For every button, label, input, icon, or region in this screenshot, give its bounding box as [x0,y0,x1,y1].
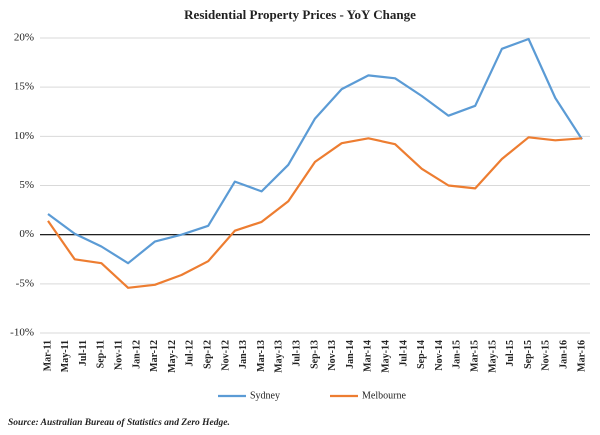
y-tick-label: 20% [14,32,34,44]
x-tick-label: Jul-12 [185,340,196,367]
legend-label: Sydney [250,390,280,401]
x-tick-label: Nov-11 [113,340,124,370]
x-tick-label: Mar-16 [576,340,587,372]
x-tick-label: Mar-15 [469,340,480,372]
legend-label: Melbourne [362,390,406,401]
x-tick-label: Sep-12 [202,340,213,369]
x-tick-label: Jan-14 [345,340,356,369]
source-note: Source: Australian Bureau of Statistics … [8,418,230,428]
x-tick-label: Jul-14 [398,340,409,367]
x-tick-label: Mar-13 [256,340,267,372]
x-tick-label: May-15 [487,340,498,373]
x-tick-label: Jan-15 [452,340,463,369]
y-tick-label: 10% [14,130,34,142]
x-tick-label: Jul-13 [291,340,302,367]
x-tick-label: Jan-16 [558,340,569,369]
y-tick-label: -10% [10,327,34,339]
chart-title: Residential Property Prices - YoY Change [184,7,416,22]
series-line [47,37,583,265]
x-tick-label: Jan-12 [131,340,142,369]
x-tick-label: May-14 [380,340,391,373]
x-tick-label: Nov-12 [220,340,231,371]
y-tick-label: 0% [19,228,34,240]
x-tick-label: Sep-13 [309,340,320,369]
x-tick-label: May-12 [167,340,178,373]
x-tick-label: Sep-11 [96,340,107,368]
x-tick-label: Jan-13 [238,340,249,369]
y-tick-label: 15% [14,81,34,93]
x-tick-label: Mar-12 [149,340,160,372]
x-tick-label: Sep-14 [416,340,427,369]
series-line [47,136,583,289]
y-tick-label: -5% [16,277,34,289]
x-tick-label: Mar-11 [42,340,53,371]
x-tick-label: May-13 [274,340,285,373]
x-tick-label: Jul-11 [78,340,89,366]
x-tick-label: Nov-15 [541,340,552,371]
x-tick-label: Nov-14 [434,340,445,371]
x-tick-label: Nov-13 [327,340,338,371]
x-tick-label: Mar-14 [363,340,374,372]
x-tick-label: Jul-15 [505,340,516,367]
y-tick-label: 5% [19,179,34,191]
x-tick-label: Sep-15 [523,340,534,369]
x-tick-label: May-11 [60,340,71,372]
